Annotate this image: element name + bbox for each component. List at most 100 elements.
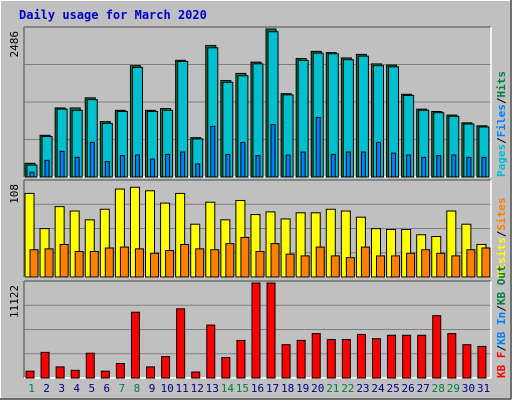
kb-bar — [221, 357, 231, 379]
day-label: 19 — [296, 382, 309, 395]
pages-bar — [150, 158, 156, 178]
pages-bar — [391, 152, 397, 178]
kb-bar — [55, 366, 65, 379]
day-label: 10 — [160, 382, 173, 395]
kb-bar — [40, 351, 50, 379]
pages-bar — [285, 154, 291, 178]
sites-bar — [285, 253, 295, 278]
legend: Pages/Files/Hits — [495, 71, 508, 177]
day-label: 20 — [311, 382, 324, 395]
kb-bar — [206, 324, 216, 379]
sites-bar — [59, 243, 69, 278]
sites-bar — [300, 255, 310, 278]
pages-bar — [330, 153, 336, 178]
pages-bar — [89, 141, 95, 178]
day-label: 22 — [341, 382, 354, 395]
sites-bar — [165, 250, 175, 278]
day-label: 4 — [73, 382, 80, 395]
day-label: 12 — [191, 382, 204, 395]
sites-bar — [436, 252, 446, 278]
day-label: 18 — [281, 382, 294, 395]
kb-bar — [85, 352, 95, 379]
kb-bar — [477, 345, 487, 379]
kb-bar — [25, 370, 35, 379]
day-label: 28 — [432, 382, 445, 395]
pages-bar — [451, 154, 457, 178]
sites-bar — [391, 255, 401, 278]
y-scale-max-label: 2486 — [8, 31, 21, 58]
legend-item: Sites — [495, 198, 508, 231]
kb-bar — [130, 311, 140, 379]
pages-bar — [436, 155, 442, 178]
pages-bar — [180, 151, 186, 178]
day-label: 2 — [43, 382, 50, 395]
legend: Visits/Sites — [495, 198, 508, 278]
kb-bar — [341, 339, 351, 379]
kb-bar — [326, 339, 336, 379]
sites-bar — [270, 243, 280, 278]
sites-bar — [330, 255, 340, 278]
kb-bar — [311, 333, 321, 379]
legend-item: KB In — [495, 312, 508, 345]
sites-bar — [119, 246, 129, 278]
kb-bar — [402, 334, 412, 379]
sites-bar — [345, 257, 355, 278]
day-label: 6 — [104, 382, 111, 395]
sites-bar — [466, 249, 476, 278]
sites-bar — [44, 248, 54, 278]
kb-bar — [296, 339, 306, 379]
day-axis-labels: 1 2 3 4 5 6 7 8 9 10 11 12 13 14 15 16 17 18 19 20 21 22 23 24 2… — [28, 382, 490, 395]
sites-bar — [360, 246, 370, 278]
panel-2: 108 Visits/Sites — [8, 179, 508, 278]
day-label: 31 — [477, 382, 490, 395]
legend-item: Hits — [495, 71, 508, 98]
kb-bar — [115, 362, 125, 379]
pages-bar — [119, 155, 125, 178]
sites-bar — [481, 247, 491, 278]
sites-bar — [240, 236, 250, 278]
kb-bar — [447, 333, 457, 379]
sites-bar — [375, 255, 385, 278]
pages-bar — [165, 153, 171, 178]
pages-bar — [134, 154, 140, 178]
legend-item: Pages — [495, 144, 508, 177]
legend-item: KB Out — [495, 265, 508, 305]
pages-bar — [466, 156, 472, 178]
day-label: 7 — [119, 382, 126, 395]
day-label: 17 — [266, 382, 279, 395]
pages-bar — [225, 153, 231, 178]
kb-bar — [266, 282, 276, 379]
pages-bar — [300, 151, 306, 178]
chart-panels: 2486Pages/Files/Hits108Visits/Sites11122… — [8, 26, 508, 379]
sites-bar — [225, 243, 235, 278]
sites-bar — [104, 247, 114, 278]
pages-bar — [270, 124, 276, 178]
kb-bar — [371, 338, 381, 379]
legend-item: Visits — [495, 237, 508, 277]
day-label: 11 — [176, 382, 189, 395]
day-label: 15 — [236, 382, 249, 395]
day-label: 13 — [206, 382, 219, 395]
pages-bar — [210, 125, 216, 178]
day-label: 1 — [28, 382, 35, 395]
kb-bar — [417, 334, 427, 379]
day-label: 29 — [447, 382, 460, 395]
sites-bar — [421, 249, 431, 278]
pages-bar — [421, 156, 427, 178]
kb-bar — [70, 369, 80, 379]
legend-item: / — [495, 137, 508, 144]
legend-item: / — [495, 345, 508, 352]
pages-bar — [195, 163, 201, 178]
pages-bar — [74, 156, 80, 178]
pages-bar — [104, 161, 110, 178]
day-label: 14 — [221, 382, 235, 395]
kb-bar — [236, 339, 246, 379]
day-label: 27 — [417, 382, 430, 395]
sites-bar — [406, 252, 416, 278]
pages-bar — [44, 159, 50, 178]
sites-bar — [134, 248, 144, 278]
day-label: 9 — [149, 382, 156, 395]
